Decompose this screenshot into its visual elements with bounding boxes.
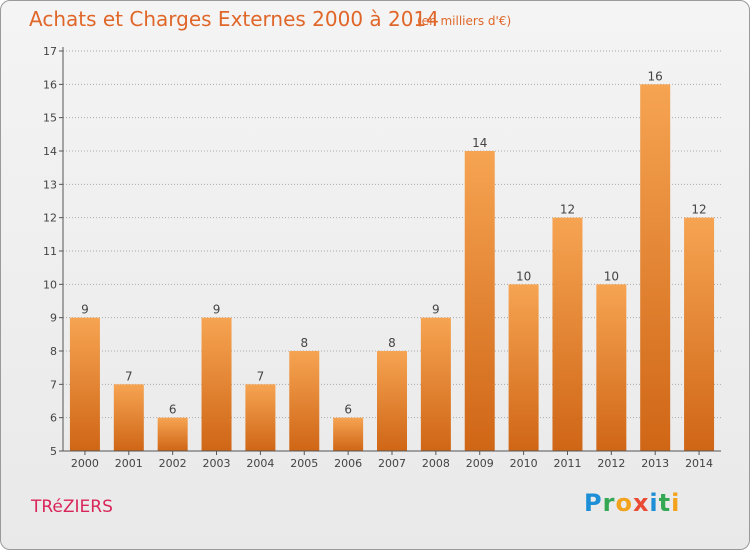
bar	[289, 351, 320, 451]
x-tick-label: 2014	[685, 457, 713, 470]
x-tick-label: 2011	[553, 457, 581, 470]
x-tick-label: 2003	[203, 457, 231, 470]
bar	[552, 217, 583, 451]
commune-name: TRéZIERS	[31, 497, 113, 517]
bar	[245, 384, 276, 451]
bar-value-label: 12	[691, 203, 706, 217]
bar	[640, 84, 671, 451]
x-tick-label: 2013	[641, 457, 669, 470]
y-tick-label: 5	[50, 445, 57, 458]
logo-letter: r	[602, 489, 616, 517]
labels: 5 6 7 8 9 10 11 12 13 14 15 16 17 9 2000 7 2001 6 2002 9 200…	[43, 45, 713, 470]
x-tick-label: 2008	[422, 457, 450, 470]
x-tick-label: 2009	[466, 457, 494, 470]
x-tick-label: 2007	[378, 457, 406, 470]
logo-letter: t	[658, 489, 672, 517]
bar	[464, 151, 495, 451]
bar	[596, 284, 627, 451]
bar	[201, 317, 232, 451]
chart-unit-note: (en milliers d'€)	[417, 14, 512, 28]
bar-value-label: 10	[604, 269, 619, 283]
x-tick-label: 2000	[71, 457, 99, 470]
y-tick-label: 9	[50, 312, 57, 325]
bar	[508, 284, 539, 451]
x-tick-label: 2012	[597, 457, 625, 470]
bar	[69, 317, 100, 451]
x-tick-label: 2010	[510, 457, 538, 470]
x-tick-label: 2002	[159, 457, 187, 470]
x-tick-label: 2004	[246, 457, 274, 470]
bar-value-label: 8	[300, 336, 308, 350]
bar	[377, 351, 407, 451]
bar-value-label: 12	[560, 203, 575, 217]
bar	[420, 317, 451, 451]
bar-value-label: 7	[257, 369, 265, 383]
bar-value-label: 7	[125, 369, 133, 383]
bar-value-label: 14	[472, 136, 487, 150]
logo-letter: o	[615, 489, 633, 517]
chart-title: Achats et Charges Externes 2000 à 2014	[29, 7, 439, 31]
bar-value-label: 9	[81, 303, 89, 317]
y-tick-label: 10	[43, 278, 57, 291]
y-tick-label: 13	[43, 178, 57, 191]
bar	[333, 417, 364, 451]
logo-letter: x	[632, 489, 650, 517]
bar-value-label: 6	[169, 403, 177, 417]
bar-value-label: 10	[516, 269, 531, 283]
logo-letter: i	[671, 489, 681, 517]
proxiti-logo: Proxiti	[584, 489, 680, 517]
bar-value-label: 6	[344, 403, 352, 417]
y-tick-label: 7	[50, 378, 57, 391]
y-tick-label: 12	[43, 212, 57, 225]
bar-value-label: 8	[388, 336, 396, 350]
bar-value-label: 9	[432, 303, 440, 317]
x-tick-label: 2005	[290, 457, 318, 470]
y-tick-label: 6	[50, 412, 57, 425]
bar-value-label: 9	[213, 303, 221, 317]
y-tick-label: 15	[43, 112, 57, 125]
y-tick-label: 14	[43, 145, 57, 158]
bar	[157, 417, 188, 451]
axes	[59, 47, 721, 455]
y-tick-label: 8	[50, 345, 57, 358]
x-tick-label: 2001	[115, 457, 143, 470]
bar-value-label: 16	[648, 69, 663, 83]
logo-letter: i	[649, 489, 659, 517]
bars	[69, 84, 715, 451]
bar	[113, 384, 144, 451]
x-tick-label: 2006	[334, 457, 362, 470]
logo-letter: P	[584, 489, 603, 517]
bar	[684, 217, 715, 451]
y-tick-label: 17	[43, 45, 57, 58]
y-tick-label: 11	[43, 245, 57, 258]
y-tick-label: 16	[43, 78, 57, 91]
